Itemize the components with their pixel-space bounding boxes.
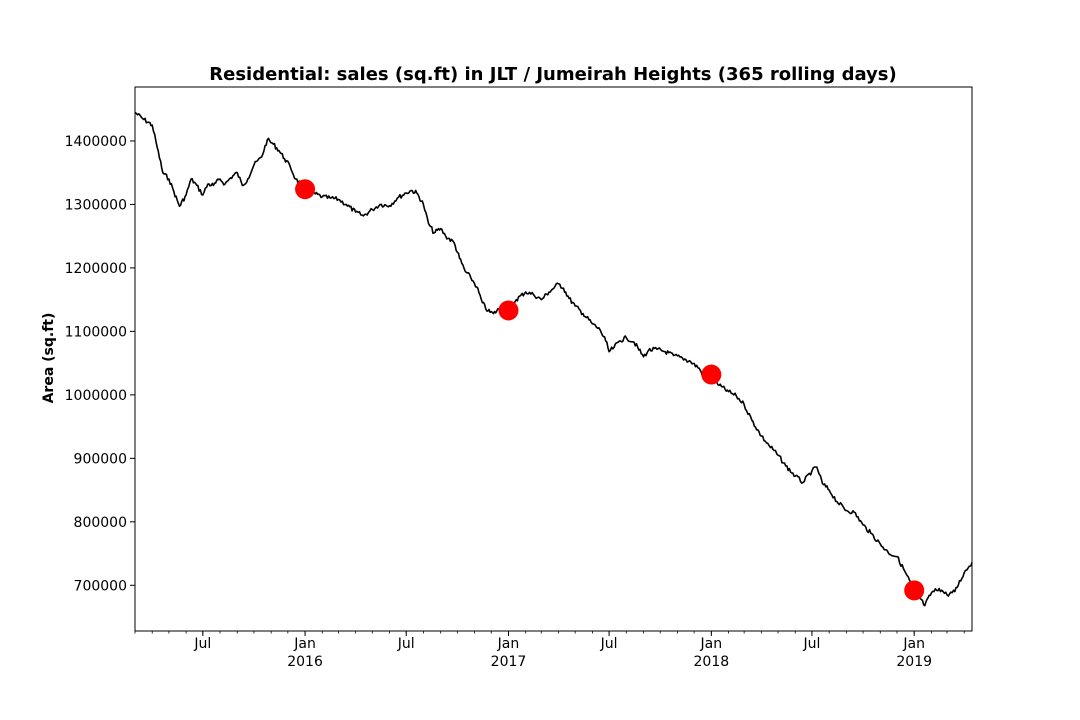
y-tick-label: 1100000 bbox=[65, 324, 127, 340]
y-tick-label: 700000 bbox=[74, 578, 127, 594]
x-tick-label: Jul bbox=[193, 636, 211, 652]
chart-title: Residential: sales (sq.ft) in JLT / Jume… bbox=[209, 64, 896, 85]
x-tick-year-label: 2017 bbox=[491, 654, 527, 670]
x-tick-year-label: 2018 bbox=[694, 654, 730, 670]
x-tick-year-label: 2019 bbox=[896, 654, 932, 670]
highlight-markers bbox=[295, 179, 925, 601]
x-tick-label: Jul bbox=[802, 636, 820, 652]
x-tick-label: Jul bbox=[397, 636, 415, 652]
series-line-area-sqft bbox=[134, 111, 973, 607]
x-tick-year-label: 2016 bbox=[287, 654, 323, 670]
plot-area: Jul Jan 2016 Jul Jan 2017 Jul Jan 2018 Jul Jan 2019… bbox=[65, 86, 973, 670]
y-tick-label: 900000 bbox=[74, 451, 127, 467]
x-tick-label: Jul bbox=[600, 636, 618, 652]
y-tick-label: 1400000 bbox=[65, 134, 127, 150]
y-tick-label: 1000000 bbox=[65, 388, 127, 404]
x-tick-label: Jan bbox=[700, 636, 723, 652]
y-tick-label: 800000 bbox=[74, 515, 127, 531]
highlight-marker bbox=[701, 364, 722, 385]
highlight-marker bbox=[295, 179, 316, 200]
y-axis-ticks: 700000 800000 900000 1000000 1100000 1200000 1… bbox=[65, 134, 135, 594]
highlight-marker bbox=[904, 580, 925, 601]
x-tick-label: Jan bbox=[902, 636, 925, 652]
y-axis-label: Area (sq.ft) bbox=[41, 313, 57, 404]
x-tick-label: Jan bbox=[497, 636, 520, 652]
y-tick-label: 1200000 bbox=[65, 261, 127, 277]
x-axis-ticks: Jul Jan 2016 Jul Jan 2017 Jul Jan 2018 Jul Jan 2019 bbox=[193, 631, 932, 670]
plot-frame bbox=[134, 86, 973, 632]
highlight-marker bbox=[498, 300, 519, 321]
y-tick-label: 1300000 bbox=[65, 197, 127, 213]
x-tick-label: Jan bbox=[293, 636, 316, 652]
